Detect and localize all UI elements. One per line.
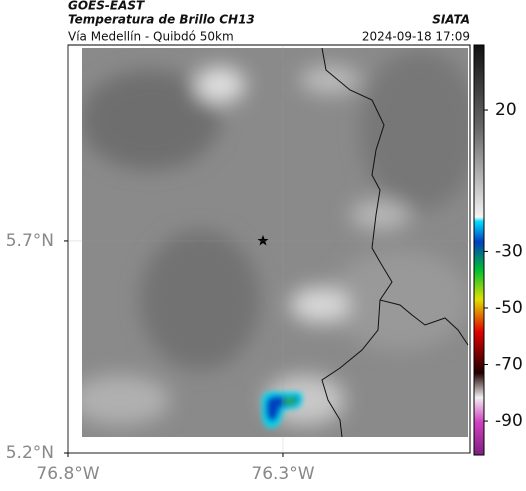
colorbar-tick-label: -30 [495, 241, 523, 261]
y-tick-label: 5.2°N [6, 443, 54, 463]
colorbar-tick-label: 20 [495, 100, 517, 120]
colorbar-tick-label: -90 [495, 411, 523, 431]
region: Vía Medellín - Quibdó 50km [68, 30, 234, 44]
satellite-image [82, 48, 468, 437]
colorbar-tick-label: -70 [495, 355, 523, 375]
colorbar-tick-label: -50 [495, 298, 523, 318]
boundaries [321, 47, 469, 438]
y-tick-label: 5.7°N [6, 231, 54, 251]
org: SIATA [432, 13, 470, 27]
product: Temperatura de Brillo CH13 [68, 13, 255, 27]
x-tick-label: 76.8°W [36, 464, 99, 484]
satellite: GOES-EAST [68, 0, 145, 13]
city-marker [257, 235, 269, 246]
colorbar [473, 44, 485, 456]
datetime: 2024-09-18 17:09 [362, 30, 470, 44]
x-tick-label: 76.3°W [251, 464, 314, 484]
